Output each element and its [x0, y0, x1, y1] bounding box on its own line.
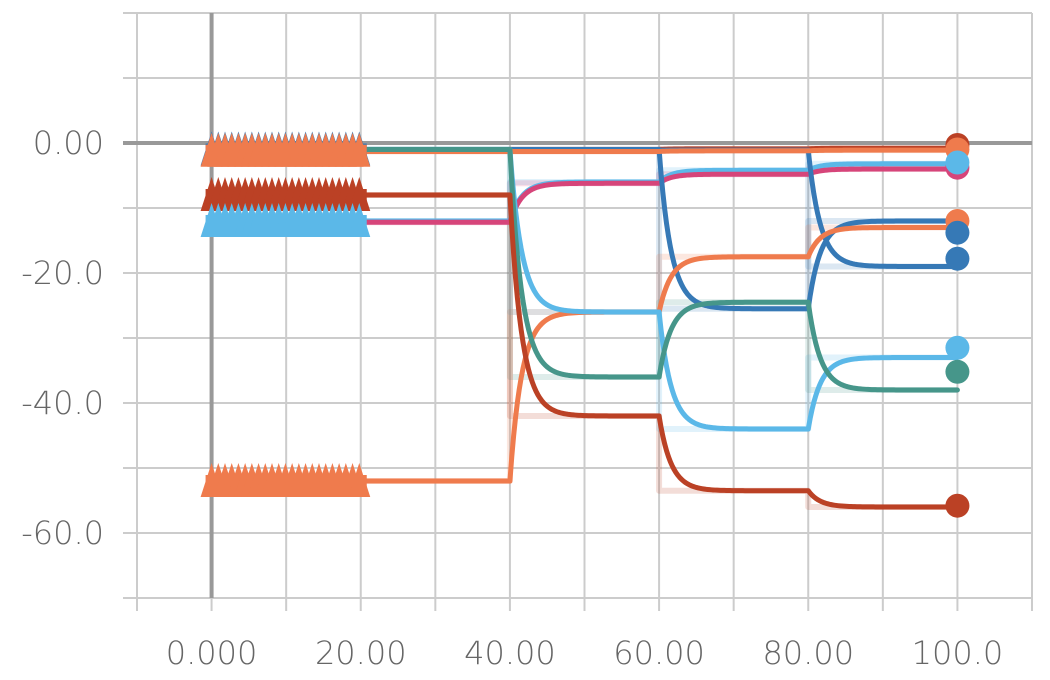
- series-line: [358, 147, 960, 432]
- y-tick-label: -60.0: [21, 514, 104, 552]
- triangle-marker: [348, 203, 371, 237]
- y-tick-label: -40.0: [21, 384, 104, 422]
- x-tick-label: 40.00: [464, 634, 556, 672]
- end-marker: [945, 220, 970, 245]
- x-tick-label: 100.0: [912, 634, 1004, 672]
- y-tick-label: 0.00: [33, 124, 104, 162]
- x-tick-label: 0.000: [166, 634, 258, 672]
- x-tick-label: 20.00: [315, 634, 407, 672]
- y-tick-label: -20.0: [21, 254, 104, 292]
- series-line: [358, 147, 960, 393]
- end-marker: [945, 246, 970, 271]
- end-marker: [945, 150, 970, 175]
- end-marker: [945, 493, 970, 518]
- triangle-marker: [348, 463, 371, 497]
- x-tick-label: 60.00: [613, 634, 705, 672]
- series-line: [358, 192, 960, 510]
- series-line: [358, 147, 960, 154]
- end-marker: [945, 359, 970, 384]
- end-marker: [945, 335, 970, 360]
- triangle-marker: [348, 177, 371, 211]
- series-line: [358, 166, 960, 225]
- triangle-marker: [348, 132, 371, 167]
- x-tick-label: 80.00: [762, 634, 854, 672]
